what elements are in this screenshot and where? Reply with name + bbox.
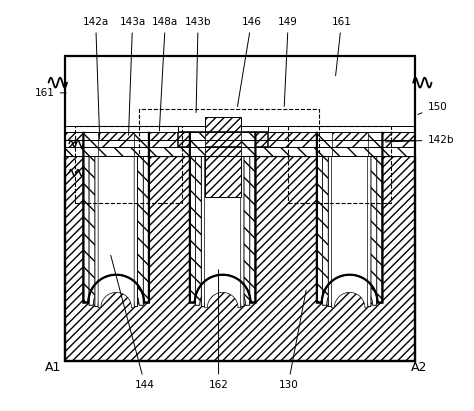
Bar bbox=[139, 109, 319, 156]
Polygon shape bbox=[190, 155, 255, 302]
Polygon shape bbox=[317, 156, 383, 302]
Bar bbox=[268, 126, 415, 132]
Bar bbox=[65, 140, 415, 147]
Polygon shape bbox=[89, 156, 143, 305]
Polygon shape bbox=[98, 156, 134, 308]
Polygon shape bbox=[328, 156, 371, 307]
Text: 142a: 142a bbox=[82, 17, 109, 139]
Bar bbox=[65, 147, 415, 156]
Text: 144: 144 bbox=[111, 255, 155, 390]
Text: 143b: 143b bbox=[185, 17, 211, 113]
Polygon shape bbox=[196, 156, 250, 305]
Bar bbox=[65, 126, 415, 132]
Bar bbox=[288, 126, 391, 203]
Polygon shape bbox=[332, 156, 368, 308]
Polygon shape bbox=[323, 156, 377, 305]
Polygon shape bbox=[201, 156, 244, 307]
Bar bbox=[65, 56, 415, 361]
Bar bbox=[134, 132, 149, 156]
Polygon shape bbox=[317, 155, 383, 302]
Bar bbox=[190, 132, 205, 156]
Text: 162: 162 bbox=[209, 270, 228, 390]
Text: 149: 149 bbox=[278, 17, 298, 106]
Bar bbox=[205, 118, 241, 156]
Polygon shape bbox=[83, 155, 149, 302]
Bar bbox=[241, 132, 255, 156]
Polygon shape bbox=[89, 156, 143, 304]
Bar bbox=[368, 132, 383, 156]
Bar bbox=[65, 147, 415, 156]
Polygon shape bbox=[95, 156, 137, 307]
Text: A2: A2 bbox=[411, 361, 428, 374]
Text: 150: 150 bbox=[418, 102, 447, 114]
Bar bbox=[65, 156, 415, 361]
Text: 143a: 143a bbox=[119, 17, 146, 135]
Polygon shape bbox=[323, 156, 377, 304]
Text: 161: 161 bbox=[35, 88, 66, 98]
Bar bbox=[65, 132, 415, 140]
Text: 148a: 148a bbox=[152, 17, 178, 131]
Text: 161: 161 bbox=[331, 17, 351, 76]
Polygon shape bbox=[83, 156, 149, 302]
Text: A1: A1 bbox=[45, 361, 61, 374]
Polygon shape bbox=[196, 156, 250, 304]
Bar bbox=[75, 126, 182, 203]
Bar bbox=[205, 118, 241, 197]
Bar bbox=[65, 132, 415, 140]
Text: 142b: 142b bbox=[385, 135, 454, 145]
Bar bbox=[178, 132, 268, 147]
Text: 130: 130 bbox=[278, 290, 306, 390]
Bar bbox=[317, 132, 332, 156]
Bar bbox=[83, 132, 98, 156]
Polygon shape bbox=[190, 156, 255, 302]
Bar bbox=[65, 140, 415, 147]
Polygon shape bbox=[205, 156, 241, 308]
Text: 146: 146 bbox=[237, 17, 261, 106]
Bar bbox=[65, 126, 178, 132]
